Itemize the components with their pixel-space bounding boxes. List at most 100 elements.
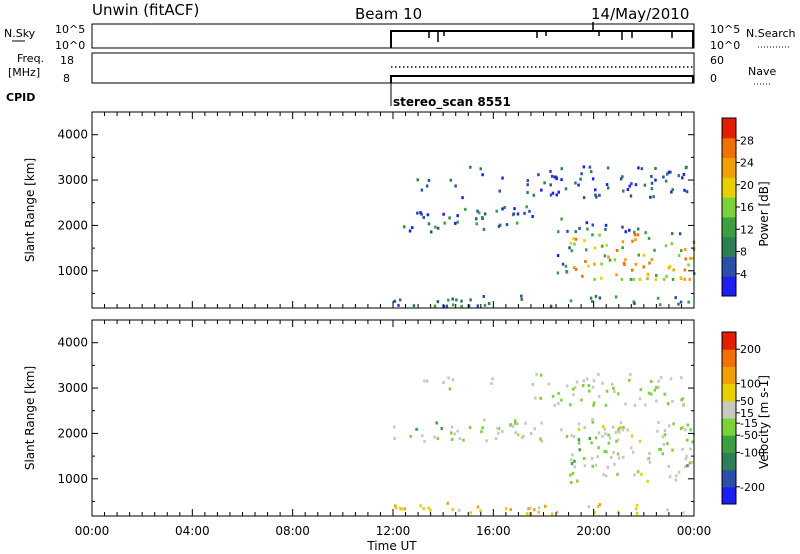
data-cell	[677, 470, 681, 474]
nave-tick-bottom: 0	[710, 72, 717, 85]
data-cell	[483, 212, 487, 216]
data-cell	[670, 232, 674, 236]
data-cell	[589, 170, 593, 174]
data-cell	[495, 209, 498, 213]
data-cell	[451, 508, 455, 512]
data-cell	[633, 230, 636, 234]
data-cell	[648, 460, 652, 464]
data-cell	[624, 258, 627, 262]
data-cell	[604, 227, 607, 231]
data-cell	[590, 456, 594, 460]
data-cell	[650, 257, 654, 261]
colorbar-segment	[722, 118, 736, 139]
data-cell	[681, 447, 684, 451]
data-cell	[620, 277, 624, 281]
data-cell	[584, 260, 587, 264]
data-cell	[597, 431, 601, 435]
data-cell	[569, 241, 573, 245]
data-cell	[420, 188, 424, 192]
data-cell	[598, 296, 602, 300]
colorbar-segment	[722, 177, 736, 198]
data-cell	[644, 403, 647, 407]
data-cell	[469, 511, 473, 515]
data-cell	[616, 429, 620, 433]
data-cell	[487, 301, 491, 305]
data-cell	[572, 237, 575, 241]
data-cell	[598, 503, 602, 507]
data-cell	[570, 462, 574, 466]
data-cell	[525, 205, 528, 209]
data-cell	[426, 379, 429, 383]
velocity-panel: 1000 2000 3000 4000 Slant Range [km]	[23, 319, 696, 517]
data-cell	[661, 452, 665, 456]
colorbar-segment	[722, 137, 736, 159]
data-cell	[550, 512, 554, 516]
data-cell	[516, 422, 519, 426]
data-cell	[469, 298, 472, 302]
x-tick-label: 08:00	[275, 524, 310, 538]
data-cell	[547, 382, 551, 386]
data-cell	[683, 465, 687, 469]
data-cell	[588, 436, 592, 440]
data-cell	[449, 431, 453, 435]
data-cell	[574, 237, 578, 241]
colorbar-tick-label: 15	[740, 407, 754, 420]
data-cell	[657, 385, 660, 389]
data-cell	[416, 178, 419, 182]
data-cell	[555, 177, 558, 181]
data-cell	[550, 174, 554, 178]
data-cell	[657, 379, 660, 383]
y-tick-label: 4000	[57, 336, 88, 350]
data-cell	[606, 465, 610, 469]
data-cell	[617, 392, 620, 396]
data-cell	[427, 506, 431, 510]
cpid-value: stereo_scan 8551	[393, 95, 511, 110]
data-cell	[482, 227, 486, 231]
data-cell	[583, 456, 586, 460]
data-cell	[588, 389, 591, 393]
y-tick-label: 3000	[57, 173, 88, 187]
data-cell	[594, 436, 598, 440]
data-cell	[451, 378, 455, 382]
data-cell	[587, 505, 591, 509]
data-cell	[429, 230, 433, 234]
data-cell	[479, 167, 483, 171]
data-cell	[682, 172, 686, 176]
data-cell	[685, 190, 689, 194]
data-cell	[679, 300, 683, 304]
data-cell	[461, 196, 464, 200]
data-cell	[640, 167, 644, 171]
data-cell	[440, 427, 443, 431]
data-cell	[597, 394, 601, 398]
data-cell	[553, 403, 556, 407]
data-cell	[593, 511, 596, 515]
data-cell	[680, 398, 683, 402]
data-cell	[648, 261, 651, 265]
power-panel: 1000 2000 3000 4000 Slant Range [km]	[23, 111, 696, 309]
data-cell	[634, 262, 638, 266]
colorbar-segment	[722, 486, 736, 505]
colorbar-segment	[722, 383, 736, 402]
data-cell	[549, 183, 552, 187]
data-cell	[579, 177, 582, 181]
nsky-panel: N.Sky 10^5 10^0 10^5 10^0 N.Search	[4, 22, 796, 52]
data-cell	[622, 189, 625, 193]
colorbar-tick-label: 24	[740, 157, 754, 170]
data-cell	[611, 382, 614, 386]
data-cell	[442, 381, 445, 385]
data-cell	[456, 429, 459, 433]
data-cell	[607, 255, 610, 259]
date-title: 14/May/2010	[591, 5, 689, 23]
data-cell	[612, 386, 615, 390]
data-cell	[582, 379, 585, 383]
data-cell	[497, 224, 501, 228]
y-tick-label: 4000	[57, 128, 88, 142]
nsearch-tick-top: 10^5	[710, 23, 740, 36]
data-cell	[592, 401, 596, 405]
data-cell	[520, 294, 523, 298]
data-cell	[689, 256, 692, 260]
data-cell	[600, 244, 604, 248]
data-cell	[415, 427, 418, 431]
data-cell	[667, 401, 670, 405]
colorbar-tick-label: 50	[740, 395, 754, 408]
